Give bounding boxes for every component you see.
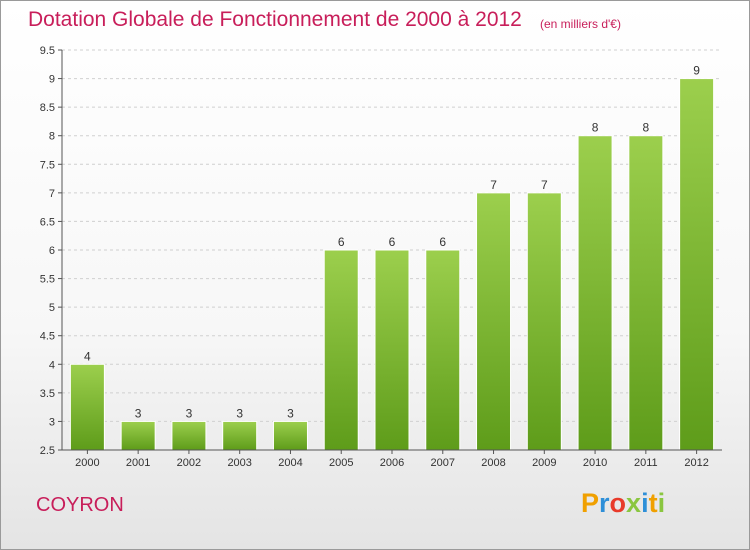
y-tick-label: 2.5 xyxy=(40,445,55,457)
logo-letter: i xyxy=(641,488,649,518)
bar-value-label: 7 xyxy=(541,178,548,192)
bar xyxy=(69,363,105,451)
bar-value-label: 6 xyxy=(439,235,446,249)
logo-letter: i xyxy=(657,488,666,518)
y-tick-label: 4 xyxy=(49,359,55,371)
bar-value-label: 8 xyxy=(643,121,650,135)
bar-value-label: 3 xyxy=(287,406,294,420)
x-tick-label: 2007 xyxy=(431,457,455,469)
x-tick-label: 2003 xyxy=(227,457,251,469)
commune-name: COYRON xyxy=(36,494,124,516)
y-tick-label: 7.5 xyxy=(40,159,55,171)
bar xyxy=(679,78,715,451)
x-tick-label: 2008 xyxy=(481,457,505,469)
chart-unit: (en milliers d'€) xyxy=(540,17,621,31)
bar-value-label: 3 xyxy=(236,406,243,420)
x-tick-label: 2005 xyxy=(329,457,353,469)
bar-value-label: 3 xyxy=(135,406,142,420)
bar xyxy=(120,420,156,451)
bar xyxy=(628,135,664,451)
x-tick-label: 2001 xyxy=(126,457,150,469)
bar-value-label: 9 xyxy=(693,64,700,78)
y-tick-label: 9.5 xyxy=(40,45,55,57)
bar xyxy=(476,192,512,451)
bars xyxy=(69,78,715,451)
bar xyxy=(577,135,613,451)
logo-letter: x xyxy=(626,488,642,518)
x-tick-label: 2011 xyxy=(634,457,658,469)
x-tick-label: 2009 xyxy=(532,457,556,469)
y-tick-label: 8.5 xyxy=(40,102,55,114)
y-tick-label: 4.5 xyxy=(40,331,55,343)
labels: 2.5 3 3.5 4 4.5 5 5.5 6 6.5 7 7.5 8 8.5 9 9.5 4 2000 3 200… xyxy=(40,45,709,469)
logo-letter: P xyxy=(581,488,600,518)
y-tick-label: 6 xyxy=(49,245,55,257)
bar xyxy=(374,249,410,451)
bar-value-label: 6 xyxy=(338,235,345,249)
x-tick-label: 2006 xyxy=(380,457,404,469)
logo-letter: o xyxy=(609,488,627,518)
y-tick-label: 5 xyxy=(49,302,55,314)
logo-letter: t xyxy=(648,488,658,518)
y-tick-label: 6.5 xyxy=(40,216,55,228)
bar-value-label: 4 xyxy=(84,349,91,363)
x-tick-label: 2004 xyxy=(278,457,302,469)
bar-value-label: 3 xyxy=(186,406,193,420)
bar xyxy=(171,420,207,451)
bar xyxy=(323,249,359,451)
bar xyxy=(526,192,562,451)
y-tick-label: 3.5 xyxy=(40,388,55,400)
x-tick-label: 2012 xyxy=(684,457,708,469)
bar-value-label: 6 xyxy=(389,235,396,249)
bar xyxy=(272,420,308,451)
x-tick-label: 2010 xyxy=(583,457,607,469)
chart-title: Dotation Globale de Fonctionnement de 20… xyxy=(28,8,522,31)
proxiti-logo: Proxiti xyxy=(581,488,665,519)
y-tick-label: 5.5 xyxy=(40,274,55,286)
x-tick-label: 2002 xyxy=(177,457,201,469)
y-tick-label: 8 xyxy=(49,131,55,143)
x-tick-label: 2000 xyxy=(75,457,99,469)
bar xyxy=(425,249,461,451)
y-tick-label: 7 xyxy=(49,188,55,200)
logo-letter: r xyxy=(599,488,610,518)
bar-value-label: 7 xyxy=(490,178,497,192)
bar xyxy=(222,420,258,451)
bar-value-label: 8 xyxy=(592,121,599,135)
y-tick-label: 3 xyxy=(49,416,55,428)
axes xyxy=(58,49,722,454)
y-tick-label: 9 xyxy=(49,74,55,86)
